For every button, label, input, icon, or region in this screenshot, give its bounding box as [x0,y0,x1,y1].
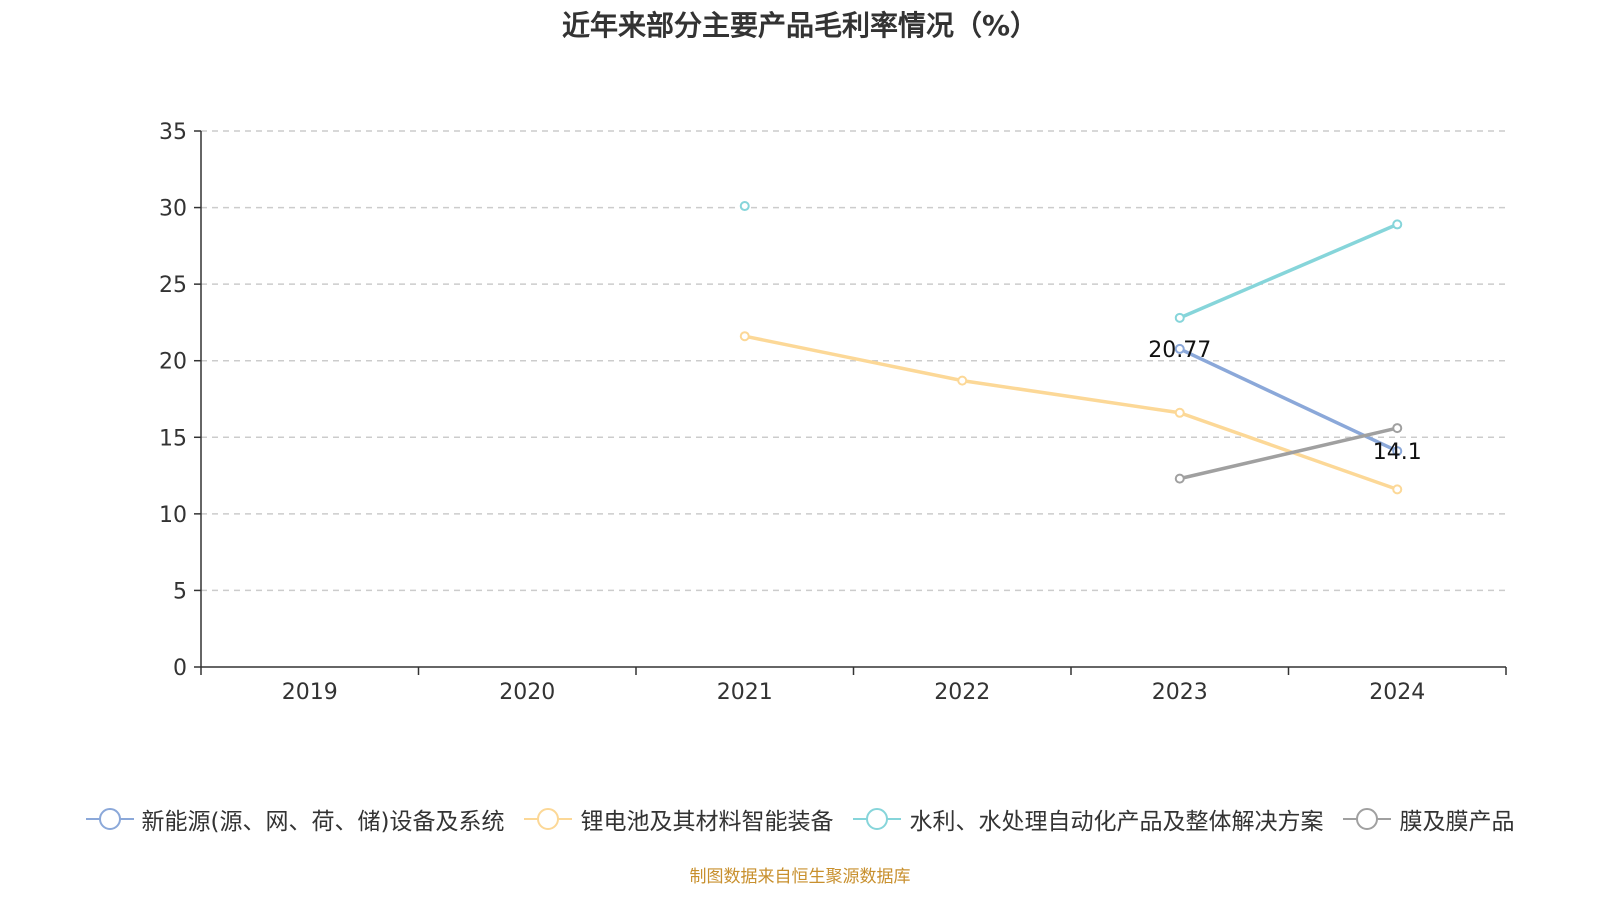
series-lines [739,201,1403,495]
legend-swatch-icon [524,808,573,830]
x-tick-label-2021: 2021 [717,680,773,705]
x-tick-label-2022: 2022 [934,680,990,705]
y-tick-label-35: 35 [159,120,187,145]
legend-swatch-icon [853,808,902,830]
series-3-point-2023 [1174,473,1185,484]
series-2-line [1179,222,1398,320]
legend-item-1[interactable]: 锂电池及其材料智能装备 [524,802,833,836]
series-1-point-2021 [739,331,750,342]
series-1 [739,331,1403,495]
legend-swatch-icon [1343,808,1392,830]
series-2-point-2024 [1392,219,1403,230]
y-tick-label-20: 20 [159,350,187,375]
series-2-point-2021 [739,201,750,212]
data-label-0-2024: 14.1 [1373,440,1422,465]
legend-swatch-icon [85,808,134,830]
x-tick-label-2024: 2024 [1369,680,1425,705]
series-1-point-2023 [1174,407,1185,418]
legend: 新能源(源、网、荷、储)设备及系统 锂电池及其材料智能装备 水利、水处理自动化产品及… [0,802,1600,836]
series-2-point-2023 [1174,312,1185,323]
legend-swatch-marker [866,808,889,830]
x-tick-label-2023: 2023 [1152,680,1208,705]
y-tick-label-25: 25 [159,273,187,298]
series-0-point-2024 [1392,446,1403,457]
series-0-line [1179,347,1398,453]
x-tick-label-2019: 2019 [282,680,338,705]
y-tick-label-5: 5 [173,579,187,604]
y-tick-label-15: 15 [159,426,187,451]
data-labels: 20.77 14.1 [1148,338,1421,465]
legend-item-3[interactable]: 膜及膜产品 [1343,802,1514,836]
legend-item-2[interactable]: 水利、水处理自动化产品及整体解决方案 [853,802,1323,836]
source-note: 制图数据来自恒生聚源数据库 [689,867,911,887]
series-3 [1174,423,1403,484]
series-2 [739,201,1403,323]
data-label-0-2023: 20.77 [1148,338,1211,363]
y-tick-label-0: 0 [173,656,187,681]
y-tick-label-30: 30 [159,197,187,222]
legend-swatch-marker [98,808,121,830]
chart-title: 近年来部分主要产品毛利率情况（%） [561,9,1039,42]
legend-label: 锂电池及其材料智能装备 [580,809,834,835]
series-3-line [1179,426,1398,481]
axes: 0 5 10 15 20 25 30 35 2019 2020 2021 2022 2023 2024 [159,120,1507,705]
legend-swatch-marker [1356,808,1379,830]
series-1-point-2022 [957,375,968,386]
series-3-point-2024 [1392,423,1403,434]
legend-swatch-marker [537,808,560,830]
x-tick-label-2020: 2020 [499,680,555,705]
series-0-point-2023 [1174,343,1185,354]
legend-label: 新能源(源、网、荷、储)设备及系统 [141,809,505,835]
gridlines [201,130,1506,592]
series-1-point-2024 [1392,484,1403,495]
legend-item-0[interactable]: 新能源(源、网、荷、储)设备及系统 [85,802,505,836]
series-1-line [744,334,1398,492]
series-0 [1174,343,1403,457]
legend-label: 膜及膜产品 [1399,809,1515,835]
legend-label: 水利、水处理自动化产品及整体解决方案 [909,809,1324,835]
y-tick-label-10: 10 [159,503,187,528]
